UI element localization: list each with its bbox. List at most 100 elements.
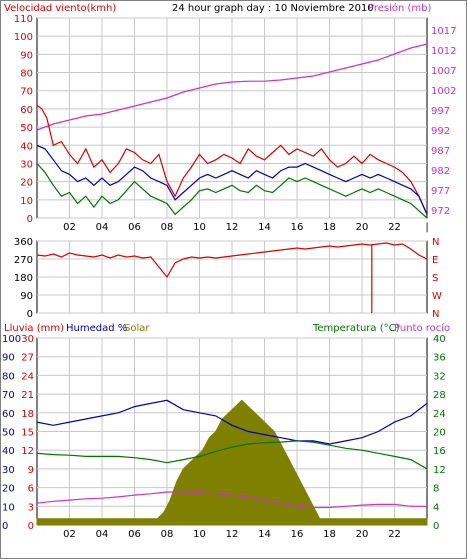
- humidity-y-tick-label: 30: [2, 465, 15, 476]
- humidity-y-tick-label: 100: [2, 334, 21, 345]
- compass-label: W: [432, 291, 442, 302]
- compass-label: E: [432, 255, 438, 266]
- wind-y-tick-label: 110: [14, 14, 33, 25]
- wind-x-tick-label: 06: [128, 222, 141, 233]
- rain-x-tick-label: 22: [388, 529, 401, 540]
- rain-y-tick-label: 18: [21, 409, 34, 420]
- wind-y-tick-label: 60: [20, 105, 33, 116]
- wind-y-tick-label: 70: [20, 87, 33, 98]
- wind-x-tick-label: 14: [258, 222, 271, 233]
- temperature-y-tick-label: 4: [433, 502, 439, 513]
- wind-series-line: [36, 144, 428, 215]
- pressure-y-tick-label: 987: [431, 146, 450, 157]
- wind-y-tick-label: 10: [20, 196, 33, 207]
- wind-x-end-label: |: [425, 222, 428, 233]
- rain-y-tick-label: 0: [28, 521, 34, 532]
- compass-label: S: [432, 273, 438, 284]
- temperature-y-tick-label: 32: [433, 371, 446, 382]
- rain-x-tick-label: 14: [258, 529, 271, 540]
- humidity-y-tick-label: 50: [2, 428, 15, 439]
- rain-y-tick-label: 30: [21, 334, 34, 345]
- pressure-y-tick-label: 982: [431, 166, 450, 177]
- temperature-y-tick-label: 16: [433, 446, 446, 457]
- wind-x-tick-label: 10: [193, 222, 206, 233]
- rain-panel-series-line: [36, 440, 428, 470]
- temperature-y-tick-label: 24: [433, 409, 446, 420]
- dewpoint-axis-label: Punto rocío: [394, 322, 450, 334]
- wind-y-tick-label: 90: [20, 50, 33, 61]
- wind-x-tick-label: 22: [388, 222, 401, 233]
- temperature-y-tick-label: 12: [433, 465, 446, 476]
- wind-x-tick-label: 18: [323, 222, 336, 233]
- direction-y-tick-label: 270: [14, 255, 33, 266]
- direction-y-tick-label: 90: [20, 291, 33, 302]
- rain-y-tick-label: 21: [21, 390, 34, 401]
- temperature-y-tick-label: 8: [433, 484, 439, 495]
- rain-x-tick-label: 18: [323, 529, 336, 540]
- wind-x-tick-label: 20: [356, 222, 369, 233]
- rain-x-tick-label: 12: [226, 529, 239, 540]
- rain-panel-series-line: [36, 399, 428, 445]
- humidity-y-tick-label: 0: [2, 521, 8, 532]
- solar-axis-label: Solar: [124, 323, 150, 334]
- temperature-y-tick-label: 28: [433, 390, 446, 401]
- temperature-axis-label: Temperatura (°C): [312, 323, 400, 334]
- humidity-y-tick-label: 80: [2, 371, 15, 382]
- rain-y-tick-label: 27: [21, 353, 34, 364]
- rain-y-tick-label: 9: [28, 465, 34, 476]
- wind-x-tick-label: 04: [96, 222, 109, 233]
- direction-y-tick-label: 180: [14, 273, 33, 284]
- pressure-y-tick-label: 992: [431, 126, 450, 137]
- rain-x-tick-label: 10: [193, 529, 206, 540]
- wind-y-tick-label: 100: [14, 32, 33, 43]
- wind-y-tick-label: 0: [27, 214, 33, 225]
- rain-y-tick-label: 6: [28, 484, 34, 495]
- humidity-y-tick-label: 60: [2, 409, 15, 420]
- wind-x-tick-label: 08: [161, 222, 174, 233]
- solar-area: [36, 399, 428, 526]
- wind-x-tick-label: 12: [226, 222, 239, 233]
- rain-y-tick-label: 12: [21, 446, 34, 457]
- rain-y-tick-label: 15: [21, 428, 34, 439]
- wind-series-line: [36, 104, 428, 215]
- humidity-y-tick-label: 40: [2, 446, 15, 457]
- temperature-y-tick-label: 0: [433, 521, 439, 532]
- pressure-y-tick-label: 1007: [431, 66, 456, 77]
- wind-x-tick-label: 02: [63, 222, 76, 233]
- humidity-y-tick-label: 90: [2, 353, 15, 364]
- wind-series-line: [36, 43, 428, 131]
- humidity-axis-label: Humedad %: [66, 323, 127, 334]
- rain-x-tick-label: 20: [356, 529, 369, 540]
- humidity-y-tick-label: 10: [2, 502, 15, 513]
- compass-label: N: [432, 309, 439, 320]
- pressure-y-tick-label: 977: [431, 186, 450, 197]
- humidity-y-tick-label: 70: [2, 390, 15, 401]
- rain-x-tick-label: 16: [291, 529, 304, 540]
- pressure-axis-label: Presión (mb): [368, 2, 432, 14]
- rain-panel-series-line: [36, 491, 427, 509]
- rain-x-tick-label: 06: [128, 529, 141, 540]
- pressure-y-tick-label: 1017: [431, 26, 456, 37]
- pressure-y-tick-label: 972: [431, 206, 450, 217]
- direction-y-tick-label: 360: [14, 237, 33, 248]
- pressure-y-tick-label: 1002: [431, 86, 456, 97]
- humidity-y-tick-label: 20: [2, 484, 15, 495]
- temperature-y-tick-label: 36: [433, 353, 446, 364]
- rain-axis-label: Lluvia (mm): [4, 323, 64, 334]
- rain-y-tick-label: 24: [21, 371, 34, 382]
- wind-y-tick-label: 30: [20, 159, 33, 170]
- wind-speed-axis-label: Velocidad viento(kmh): [4, 3, 116, 14]
- rain-x-tick-label: 04: [96, 529, 109, 540]
- rain-x-tick-label: 08: [161, 529, 174, 540]
- wind-x-tick-label: 16: [291, 222, 304, 233]
- rain-y-tick-label: 3: [28, 502, 34, 513]
- wind-series-line: [36, 163, 428, 219]
- wind-y-tick-label: 80: [20, 69, 33, 80]
- direction-series-line: [36, 242, 428, 279]
- direction-y-tick-label: 0: [27, 309, 33, 320]
- compass-label: N: [432, 237, 439, 248]
- chart-title: 24 hour graph day : 10 Noviembre 2010: [172, 3, 374, 14]
- rain-x-tick-label: 02: [63, 529, 76, 540]
